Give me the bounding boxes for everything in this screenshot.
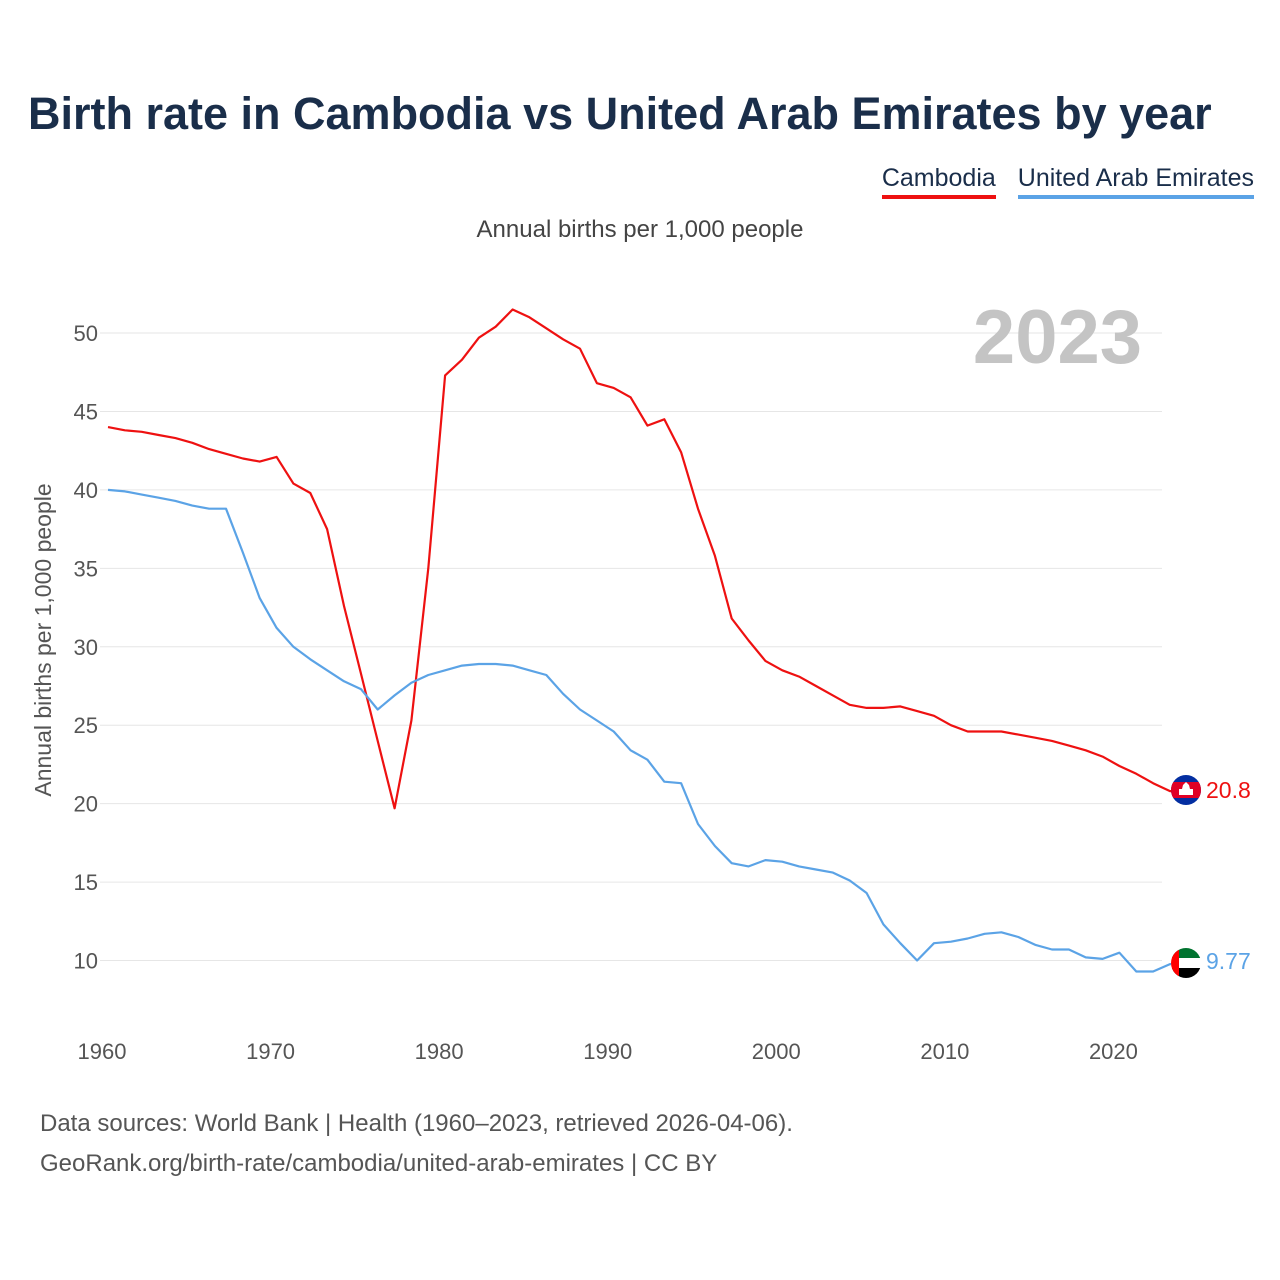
y-tick-label: 20 [74, 792, 98, 817]
y-axis-ticks: 10 15 20 25 30 35 40 45 50 [74, 321, 98, 974]
x-axis-ticks: 1960 1970 1980 1990 2000 2010 2020 [78, 1039, 1138, 1064]
y-tick-label: 10 [74, 949, 98, 974]
x-tick-label: 2020 [1089, 1039, 1138, 1064]
legend-item-cambodia[interactable]: Cambodia [881, 164, 996, 199]
cambodia-end-label: 20.8 [1206, 777, 1251, 803]
uae-end-label: 9.77 [1206, 948, 1251, 974]
y-tick-label: 30 [74, 635, 98, 660]
x-tick-label: 2000 [752, 1039, 801, 1064]
x-tick-label: 1990 [583, 1039, 632, 1064]
end-markers [1171, 775, 1201, 978]
x-tick-label: 1960 [78, 1039, 127, 1064]
x-tick-label: 1970 [246, 1039, 295, 1064]
footer: Data sources: World Bank | Health (1960–… [40, 1104, 793, 1184]
y-axis-label: Annual births per 1,000 people [30, 483, 56, 796]
y-tick-label: 40 [74, 478, 98, 503]
y-tick-label: 25 [74, 713, 98, 738]
y-tick-label: 15 [74, 870, 98, 895]
series-line-cambodia [107, 308, 1186, 810]
series-line-uae [107, 488, 1186, 973]
chart-title: Birth rate in Cambodia vs United Arab Em… [28, 88, 1212, 139]
series-lines [107, 308, 1186, 973]
y-tick-label: 50 [74, 321, 98, 346]
legend-item-uae[interactable]: United Arab Emirates [1017, 164, 1254, 199]
y-tick-label: 35 [74, 556, 98, 581]
cambodia-flag-icon [1171, 775, 1201, 805]
grid-lines [100, 332, 1162, 961]
footer-sources: Data sources: World Bank | Health (1960–… [40, 1110, 793, 1137]
x-tick-label: 2010 [920, 1039, 969, 1064]
chart-subtitle: Annual births per 1,000 people [476, 216, 804, 243]
legend: Cambodia United Arab Emirates [881, 164, 1254, 199]
year-watermark: 2023 [972, 295, 1142, 380]
uae-flag-icon [1171, 948, 1201, 978]
y-tick-label: 45 [74, 399, 98, 424]
footer-link[interactable]: GeoRank.org/birth-rate/cambodia/united-a… [40, 1150, 718, 1177]
x-tick-label: 1980 [415, 1039, 464, 1064]
